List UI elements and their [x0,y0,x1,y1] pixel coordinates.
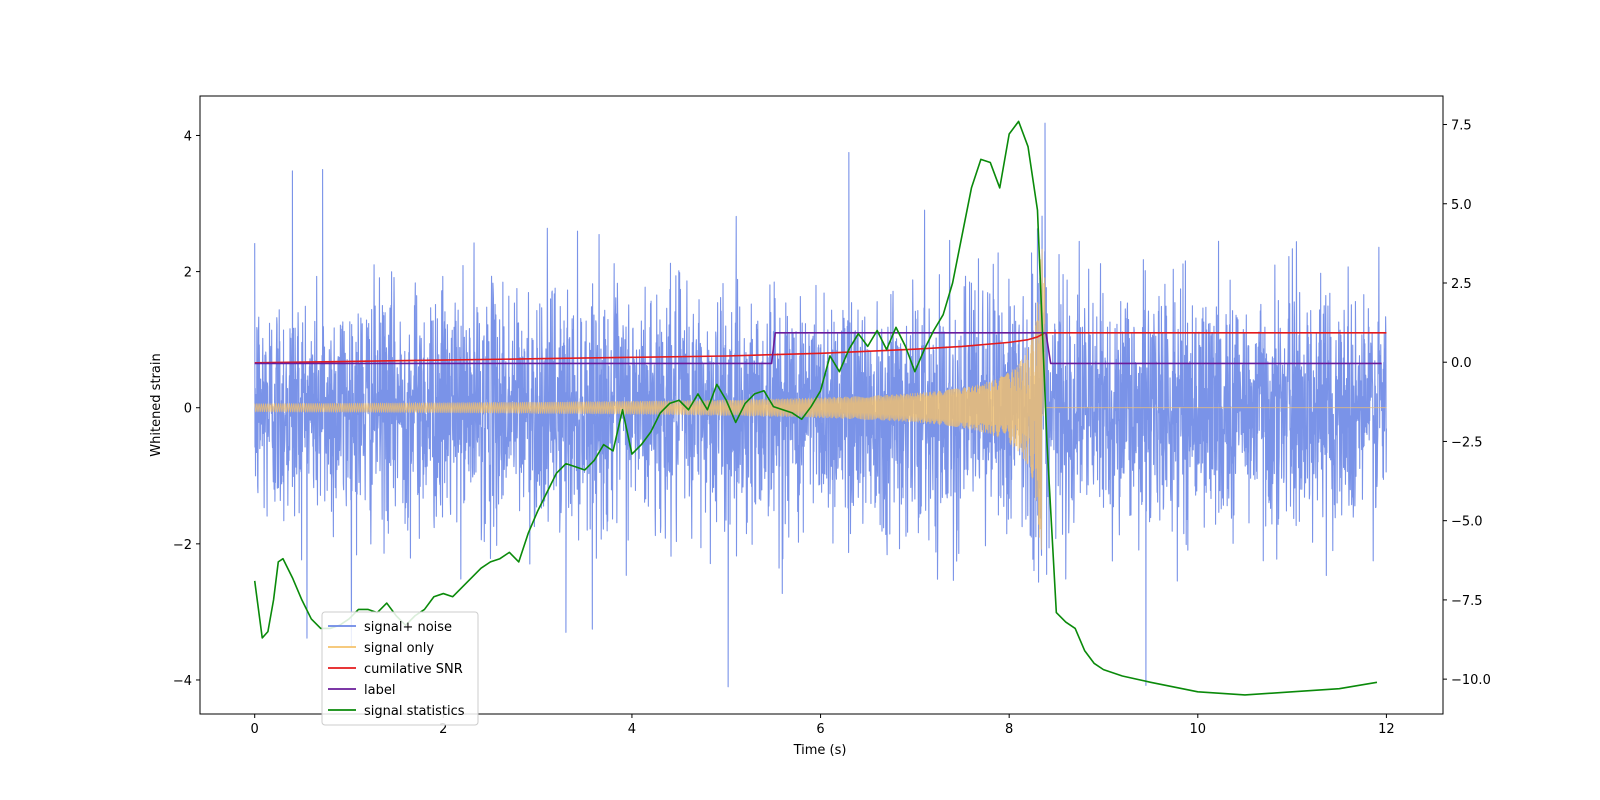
y-axis-label: Whitened strain [149,353,164,456]
y-axis-left: −4 −2 0 2 4 [173,129,200,689]
y2-tick-label: −5.0 [1451,515,1483,530]
series-line-signal-statistics [253,120,1378,696]
x-tick-label: 2 [439,722,447,737]
y-tick-label: −4 [173,674,192,689]
x-tick-label: 10 [1190,722,1207,737]
y2-tick-label: 5.0 [1451,198,1472,213]
x-tick-label: 4 [628,722,636,737]
x-axis-label: Time (s) [793,743,847,758]
y-tick-label: −2 [173,538,192,553]
series-layer [253,120,1387,696]
y2-tick-label: 2.5 [1451,277,1472,292]
series-line-label [254,332,1382,365]
legend-label-cumilative-snr: cumilative SNR [364,662,463,677]
series-line-signal-noise [254,122,1387,688]
y2-tick-label: 7.5 [1451,119,1472,134]
y2-tick-label: −7.5 [1451,594,1483,609]
x-tick-label: 6 [816,722,824,737]
y-axis-right: −10.0 −7.5 −5.0 −2.5 0.0 2.5 5.0 7.5 [1443,119,1491,688]
y2-tick-label: −2.5 [1451,435,1483,450]
legend-label-signal-statistics: signal statistics [364,704,465,719]
x-tick-label: 8 [1005,722,1013,737]
plot-frame [199,95,1444,715]
series-line-cumilative-snr [254,332,1387,364]
legend: signal+ noise signal only cumilative SNR la… [321,611,479,726]
y2-tick-label: 0.0 [1451,356,1472,371]
y2-tick-label: −10.0 [1451,673,1491,688]
legend-label-signal-noise: signal+ noise [364,620,452,635]
y-tick-label: 2 [184,266,192,281]
legend-label-label: label [364,683,395,698]
x-tick-label: 0 [251,722,259,737]
y-tick-label: 0 [184,402,192,417]
x-tick-label: 12 [1378,722,1395,737]
y-tick-label: 4 [184,129,192,144]
series-line-signal-only [254,248,1387,550]
legend-label-signal-only: signal only [364,641,434,656]
legend-box [321,611,479,726]
